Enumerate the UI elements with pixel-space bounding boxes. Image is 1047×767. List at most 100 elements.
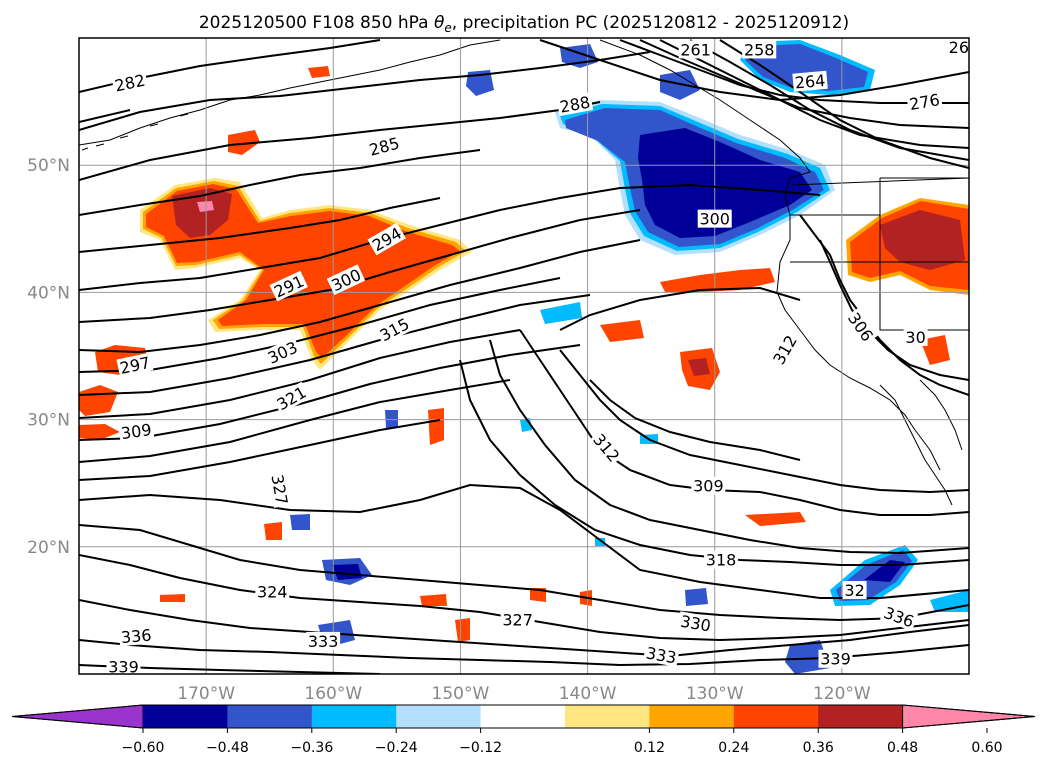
colorbar-under-arrow — [11, 704, 144, 729]
contour-label: 318 — [706, 551, 737, 570]
colorbar-tick-label: −0.12 — [459, 740, 502, 756]
lon-tick-label: 120°W — [813, 684, 871, 704]
lat-tick-label: 20°N — [27, 538, 70, 558]
colorbar-tick-label: 0.24 — [718, 740, 749, 756]
lon-tick-label: 140°W — [559, 684, 617, 704]
alaska-coast — [79, 39, 501, 146]
contour-label-bg — [768, 330, 801, 369]
contour-label-bg — [691, 476, 726, 495]
contour-label-group: 32 — [842, 581, 867, 600]
contour-label-group: 333 — [306, 631, 341, 651]
coastline-layer — [79, 39, 969, 506]
contour-label-group: 327 — [500, 610, 535, 629]
title-theta: θ — [434, 13, 445, 33]
contour-label: 339 — [820, 650, 851, 669]
colorbar-tick-label: −0.24 — [375, 740, 418, 756]
colorbar-segment — [565, 705, 650, 728]
contour-label-bg — [903, 327, 928, 346]
contour-label-bg — [704, 550, 739, 569]
contour-label-bg — [365, 133, 403, 160]
title-subscript: e — [444, 21, 451, 35]
contour-label-group: 26 — [946, 38, 969, 57]
colorbar-segment — [480, 705, 566, 728]
contour-label-bg — [367, 222, 406, 256]
figure-title: 2025120500 F108 850 hPa θe, precipitatio… — [199, 13, 849, 35]
contour-label-bg — [500, 610, 535, 629]
contour-label-group: 309 — [118, 419, 155, 443]
contour-label: 339 — [108, 657, 139, 676]
contour-label-bg — [843, 307, 879, 346]
contour-label-bg — [326, 264, 366, 296]
colorbar-over-arrow — [902, 704, 1036, 729]
lat-tick-label: 40°N — [27, 283, 70, 303]
contour-label: 264 — [794, 71, 826, 93]
baja-coast — [879, 379, 963, 506]
us-state-borders — [790, 177, 969, 331]
contour-label-group: 285 — [365, 133, 403, 160]
contour-label-bg — [946, 38, 969, 56]
colorbar-segment — [396, 705, 482, 728]
contour-label-bg — [375, 313, 414, 346]
contour-label-bg — [118, 419, 155, 443]
contour-label-bg — [106, 657, 141, 674]
contour-label-bg — [118, 625, 154, 647]
contour-label-group: 300 — [697, 209, 732, 229]
colorbar-segment — [818, 705, 904, 728]
contour-label-group: 258 — [742, 40, 777, 59]
colorbar: −0.60 −0.48 −0.36 −0.24 −0.12 0.12 0.24 0.36 0.4… — [11, 704, 1036, 756]
title-suffix: , precipitation PC (2025120812 - 2025120… — [452, 13, 849, 33]
colorbar-tick-label: 0.60 — [971, 740, 1002, 756]
contour-label-bg — [263, 336, 302, 368]
contour-label-group: 30 — [903, 327, 928, 347]
contour-label-bg — [268, 471, 292, 508]
contour-label-group: 318 — [704, 550, 739, 570]
contour-label-bg — [111, 70, 149, 95]
contour-label-group: 264 — [792, 70, 828, 93]
contour-label-bg — [792, 70, 828, 92]
contour-label: 324 — [257, 582, 288, 601]
colorbar-tick-label: 0.36 — [803, 740, 834, 756]
lon-tick-label: 160°W — [304, 684, 362, 704]
aleutian-islands — [81, 113, 189, 151]
lon-tick-label: 170°W — [177, 684, 235, 704]
contour-label-bg — [588, 428, 625, 467]
contour-label-bg — [906, 89, 943, 114]
map-background — [79, 38, 969, 674]
contour-label-bg — [306, 631, 341, 650]
contour-label-group: 324 — [255, 582, 290, 601]
contour-label-bg — [880, 602, 919, 632]
contour-label: 309 — [693, 477, 724, 496]
contour-label: 258 — [744, 40, 775, 59]
contour-label-group: 288 — [556, 92, 594, 117]
lat-tick-label: 30°N — [27, 411, 70, 431]
colorbar-tick-label: 0.48 — [887, 740, 918, 756]
colorbar-segment — [733, 705, 819, 728]
contour-label: 327 — [502, 610, 533, 629]
colorbar-segment — [143, 705, 228, 728]
negative-precip-region-pnw — [555, 100, 835, 255]
contour-label: 309 — [120, 420, 153, 443]
colorbar-segment — [227, 705, 313, 728]
contour-label: 333 — [308, 632, 339, 651]
lat-tick-label: 50°N — [27, 156, 70, 176]
lon-tick-label: 130°W — [686, 684, 744, 704]
contour-label: 336 — [120, 626, 152, 648]
contour-label-group: 339 — [818, 649, 853, 669]
colorbar-segment — [311, 705, 397, 728]
colorbar-tick-label: −0.60 — [122, 740, 165, 756]
contour-label-group: 282 — [111, 70, 149, 95]
contour-label-bg — [677, 611, 714, 635]
contour-label-bg — [272, 381, 311, 415]
map-frame — [78, 37, 970, 675]
contour-label-bg — [678, 40, 713, 59]
contour-label: 30 — [905, 328, 925, 347]
contour-label-bg — [697, 209, 732, 228]
contour-label-bg — [643, 643, 680, 667]
contour-label-bg — [556, 92, 594, 116]
colorbar-tick-label: −0.48 — [206, 740, 249, 756]
colorbar-tick-label: 0.12 — [634, 740, 665, 756]
title-prefix: 2025120500 F108 850 hPa — [199, 13, 434, 33]
colorbar-segment — [649, 705, 735, 728]
